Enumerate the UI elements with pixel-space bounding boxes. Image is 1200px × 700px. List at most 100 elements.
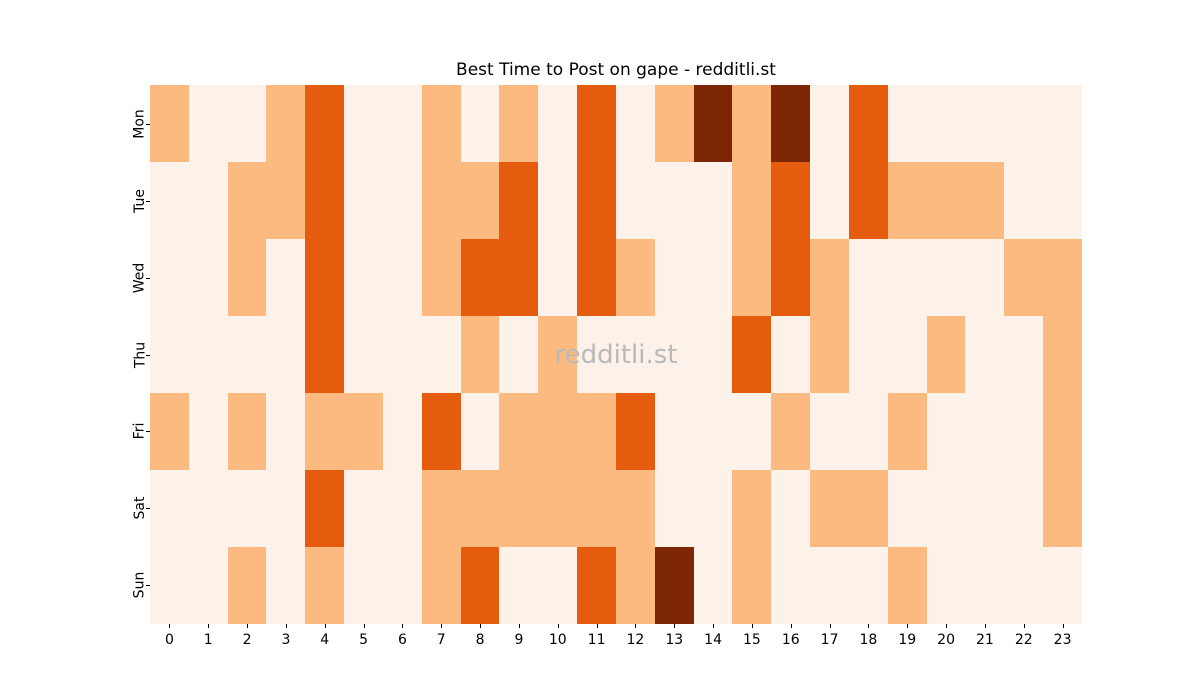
heatmap-cell: [1043, 162, 1082, 239]
x-tick-mark: [247, 624, 249, 628]
x-tick-label: 10: [548, 632, 567, 648]
heatmap-cell: [1004, 547, 1044, 624]
heatmap-cell: [227, 547, 267, 624]
x-tick-mark: [441, 624, 443, 628]
x-tick-mark: [790, 624, 792, 628]
x-tick-mark: [402, 624, 404, 628]
heatmap-cell: [305, 316, 345, 393]
heatmap-cell: [188, 470, 228, 547]
heatmap-cell: [771, 162, 811, 239]
heatmap-cell: [1043, 85, 1082, 162]
heatmap-cell: [771, 85, 811, 162]
heatmap-cell: [965, 162, 1005, 239]
x-tick-label: 9: [514, 632, 524, 648]
heatmap-cell: [615, 85, 655, 162]
heatmap-cell: [771, 393, 811, 470]
heatmap-cell: [188, 162, 228, 239]
heatmap-cell: [732, 316, 772, 393]
x-tick-mark: [984, 624, 986, 628]
heatmap-cell: [810, 316, 849, 393]
heatmap-cell: [227, 162, 267, 239]
heatmap-cell: [887, 316, 927, 393]
heatmap-cell: [926, 239, 966, 316]
heatmap-cell: [266, 162, 306, 239]
x-tick-mark: [208, 624, 210, 628]
heatmap-cell: [1043, 239, 1082, 316]
y-tick-label: Fri: [132, 423, 148, 440]
heatmap-cell: [460, 470, 500, 547]
heatmap-cell: [577, 85, 616, 162]
heatmap-cell: [421, 316, 461, 393]
heatmap-cell: [266, 85, 306, 162]
heatmap-cell: [382, 470, 422, 547]
heatmap-cell: [810, 162, 849, 239]
x-tick-mark: [480, 624, 482, 628]
heatmap-cell: [538, 470, 578, 547]
heatmap-cell: [771, 470, 811, 547]
heatmap-cell: [421, 470, 461, 547]
x-tick-label: 11: [587, 632, 606, 648]
x-tick-mark: [596, 624, 598, 628]
heatmap-cell: [887, 85, 927, 162]
heatmap-cell: [227, 393, 267, 470]
heatmap-cell: [577, 162, 616, 239]
heatmap-cell: [382, 316, 422, 393]
heatmap-cell: [926, 393, 966, 470]
x-tick-mark: [868, 624, 870, 628]
x-tick-mark: [1023, 624, 1025, 628]
heatmap-cell: [499, 316, 539, 393]
heatmap-cell: [965, 85, 1005, 162]
heatmap-cell: [654, 393, 694, 470]
x-tick-label: 12: [626, 632, 645, 648]
x-tick-mark: [713, 624, 715, 628]
y-tick-label: Thu: [132, 341, 148, 368]
heatmap-cell: [150, 239, 189, 316]
y-tick-mark: [146, 277, 150, 279]
heatmap-cell: [810, 393, 849, 470]
heatmap-cell: [538, 316, 578, 393]
heatmap-cell: [188, 393, 228, 470]
y-tick-mark: [146, 354, 150, 356]
chart-title: Best Time to Post on gape - redditli.st: [456, 60, 776, 80]
x-axis: 0 1 2 3 4 5 6 7 8 9 10 11 12 13 14 15 16 17 18 19 20 21 22 23: [150, 624, 1082, 660]
heatmap-cell: [1043, 316, 1082, 393]
heatmap-cell: [344, 470, 383, 547]
heatmap-cell: [887, 393, 927, 470]
heatmap-cell: [965, 393, 1005, 470]
x-tick-mark: [635, 624, 637, 628]
heatmap-cell: [227, 470, 267, 547]
heatmap-cell: [1004, 470, 1044, 547]
heatmap-cell: [538, 162, 578, 239]
heatmap-cell: [460, 162, 500, 239]
x-tick-mark: [829, 624, 831, 628]
heatmap-cell: [654, 162, 694, 239]
y-tick-mark: [146, 431, 150, 433]
heatmap-cell: [615, 162, 655, 239]
y-tick-label: Sun: [132, 572, 148, 599]
x-tick-label: 13: [665, 632, 684, 648]
x-tick-label: 23: [1053, 632, 1072, 648]
x-tick-mark: [518, 624, 520, 628]
heatmap-cell: [771, 239, 811, 316]
heatmap-cell: [615, 239, 655, 316]
heatmap-cell: [577, 393, 616, 470]
heatmap-cell: [732, 547, 772, 624]
heatmap-cell: [382, 85, 422, 162]
heatmap-cell: [577, 547, 616, 624]
x-tick-mark: [946, 624, 948, 628]
heatmap-cell: [460, 85, 500, 162]
heatmap-cell: [150, 470, 189, 547]
heatmap-cell: [654, 316, 694, 393]
heatmap-cell: [305, 85, 345, 162]
heatmap-cell: [382, 239, 422, 316]
heatmap-cell: [538, 85, 578, 162]
heatmap-cell: [848, 316, 888, 393]
heatmap-cell: [810, 239, 849, 316]
x-tick-mark: [674, 624, 676, 628]
heatmap-cell: [1004, 239, 1044, 316]
heatmap-cell: [926, 85, 966, 162]
x-tick-label: 0: [164, 632, 174, 648]
x-tick-label: 16: [781, 632, 800, 648]
heatmap-cell: [926, 470, 966, 547]
